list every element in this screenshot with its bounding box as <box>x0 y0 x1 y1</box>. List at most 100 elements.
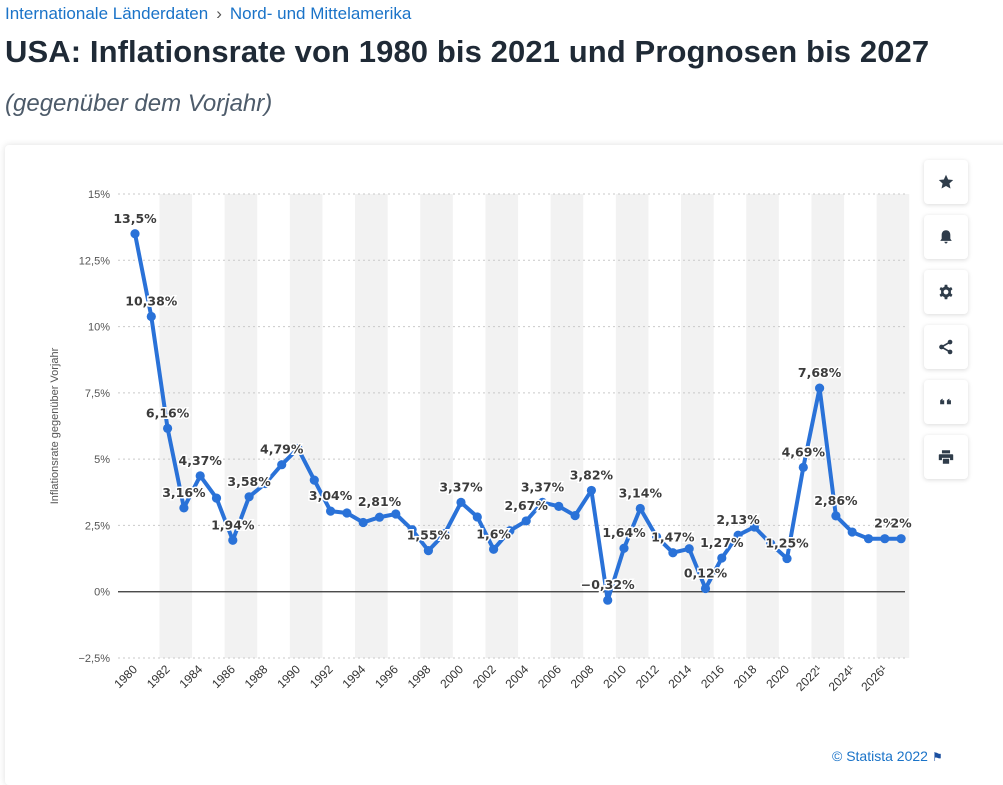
breadcrumb: Internationale Länderdaten › Nord- und Mit… <box>5 4 411 24</box>
quote-icon <box>940 398 951 405</box>
background-band <box>550 194 584 658</box>
data-point <box>652 532 662 542</box>
data-point <box>146 311 156 322</box>
data-point <box>521 516 531 526</box>
background-band <box>876 194 910 658</box>
data-point <box>635 503 645 514</box>
x-tick-label: 2012 <box>633 662 662 691</box>
data-point <box>537 497 548 507</box>
y-tick-label: 12,5% <box>79 255 110 267</box>
data-point <box>472 512 482 522</box>
data-point <box>749 522 760 532</box>
data-point <box>815 383 825 393</box>
x-tick-label: 2008 <box>568 662 597 691</box>
print-icon <box>938 450 954 464</box>
data-label: 3,82% <box>570 467 614 482</box>
page-subtitle: (gegenüber dem Vorjahr) <box>5 90 273 117</box>
data-point <box>863 534 874 544</box>
data-point <box>326 506 336 516</box>
statista-copyright-link[interactable]: © Statista 2022 ⚑ <box>832 748 943 764</box>
data-point <box>766 539 776 549</box>
background-band <box>420 194 453 658</box>
data-label: 0,12% <box>684 566 728 581</box>
flag-icon: ⚑ <box>931 750 943 764</box>
star-icon <box>938 174 954 189</box>
data-label: 2% <box>890 516 912 531</box>
data-point <box>374 512 385 522</box>
x-tick-label: 1996 <box>372 662 401 691</box>
cite-button[interactable] <box>924 380 968 424</box>
data-label: 1,27% <box>700 535 744 550</box>
data-label: 4,79% <box>260 442 304 457</box>
data-point <box>391 509 401 519</box>
data-point <box>277 460 287 470</box>
x-tick-label: 2024¹ <box>826 662 858 694</box>
data-label: 3,58% <box>227 474 271 489</box>
background-band <box>289 194 323 658</box>
data-point <box>554 501 564 511</box>
notification-button[interactable] <box>924 215 968 259</box>
x-tick-label: 2016 <box>698 662 727 691</box>
breadcrumb-link-international[interactable]: Internationale Länderdaten <box>5 4 209 23</box>
background-band <box>485 194 519 658</box>
data-label: 3,16% <box>162 485 206 500</box>
data-label: 2,86% <box>814 493 858 508</box>
x-tick-label: 2026¹ <box>858 662 890 694</box>
data-point <box>211 493 222 503</box>
x-tick-label: 1980 <box>111 662 140 691</box>
data-label: −0,32% <box>581 577 635 592</box>
share-button[interactable] <box>924 325 968 369</box>
data-point <box>440 529 450 539</box>
data-point <box>782 553 792 564</box>
data-point <box>619 543 629 553</box>
favorite-button[interactable] <box>924 160 968 204</box>
x-tick-label: 2014 <box>666 662 695 691</box>
data-label: 7,68% <box>798 365 842 380</box>
data-point <box>896 534 906 544</box>
data-label: 13,5% <box>113 211 157 226</box>
data-label: 1,55% <box>407 528 451 543</box>
y-axis-title: Inflationsrate gegenüber Vorjahr <box>49 347 61 504</box>
breadcrumb-link-region[interactable]: Nord- und Mittelamerika <box>229 4 412 23</box>
x-tick-label: 2022¹ <box>793 662 825 694</box>
bell-icon <box>940 230 952 244</box>
data-label: 2,81% <box>358 494 402 509</box>
y-tick-label: 15% <box>88 189 110 201</box>
data-point <box>342 508 352 518</box>
data-point <box>130 229 140 239</box>
data-point <box>163 423 173 433</box>
x-tick-label: 1998 <box>405 662 434 691</box>
data-label: 1,94% <box>211 517 255 532</box>
x-tick-label: 1992 <box>307 662 336 691</box>
data-point <box>684 544 694 554</box>
data-label: 4,37% <box>179 453 223 468</box>
background-band <box>615 194 649 658</box>
data-point <box>358 517 368 528</box>
data-label: 2,67% <box>505 498 549 513</box>
data-label: 10,38% <box>125 293 178 308</box>
page-title: USA: Inflationsrate von 1980 bis 2021 un… <box>5 34 930 69</box>
data-point <box>880 534 890 544</box>
data-label: 2% <box>874 516 896 531</box>
x-tick-label: 2004 <box>503 662 532 691</box>
gear-icon <box>939 284 953 300</box>
data-label: 1,25% <box>765 536 809 551</box>
data-point <box>456 497 466 507</box>
data-label: 3,04% <box>309 488 353 503</box>
data-point <box>179 503 189 513</box>
x-tick-label: 1982 <box>144 662 173 691</box>
data-point <box>847 527 857 537</box>
print-button[interactable] <box>924 435 968 479</box>
x-tick-label: 2000 <box>437 662 466 691</box>
y-tick-label: −2,5% <box>79 653 111 665</box>
x-tick-label: 2006 <box>535 662 564 691</box>
background-band <box>811 194 845 658</box>
settings-button[interactable] <box>924 270 968 314</box>
x-tick-label: 1994 <box>340 662 369 691</box>
data-point <box>733 530 743 540</box>
data-point <box>700 583 711 594</box>
breadcrumb-separator: › <box>216 4 222 23</box>
background-band <box>746 194 779 658</box>
x-tick-label: 1986 <box>209 662 238 691</box>
y-tick-label: 2,5% <box>85 520 110 532</box>
